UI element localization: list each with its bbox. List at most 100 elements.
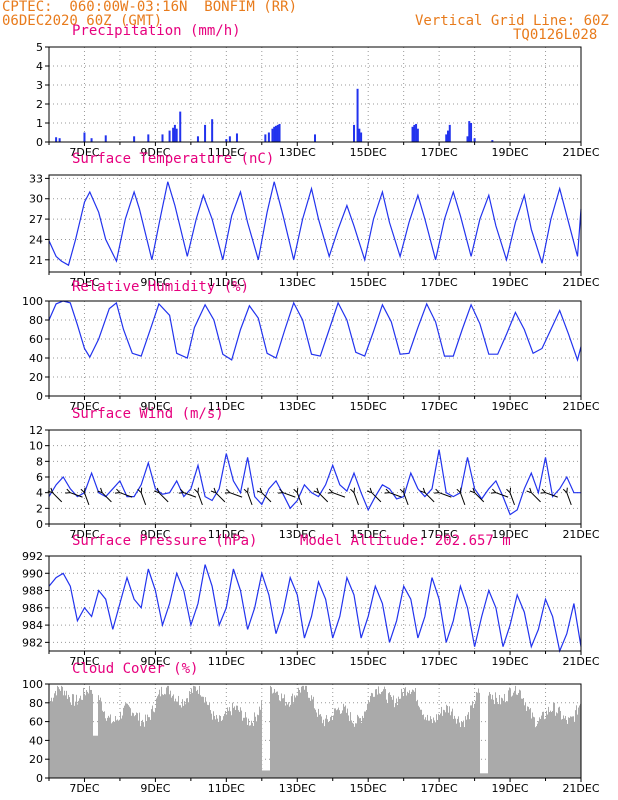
cloud-bar	[335, 708, 336, 778]
cloud-bar	[413, 690, 414, 778]
cloud-bar	[400, 698, 401, 778]
cloud-bar	[343, 703, 344, 778]
cloud-bar	[69, 697, 70, 778]
cloud-bar	[90, 689, 91, 778]
header-model-code: TQ0126L028	[513, 27, 598, 43]
cloud-bar	[288, 702, 289, 778]
cloud-bar	[350, 712, 351, 778]
cloud-bar	[197, 689, 198, 778]
cloud-bar	[118, 720, 119, 778]
cloud-bar	[108, 715, 109, 778]
y-tick-label: 6	[36, 471, 43, 484]
precip-bar	[273, 126, 276, 142]
x-tick-label: 13DEC	[279, 528, 316, 541]
cloud-bar	[542, 711, 543, 778]
cloud-bar	[576, 705, 577, 778]
cloud-bar	[573, 716, 574, 778]
cloud-bar	[514, 690, 515, 778]
cloud-bar	[503, 700, 504, 778]
cloud-bar	[439, 715, 440, 778]
cloud-bar	[146, 721, 147, 778]
cloud-bar	[170, 690, 171, 778]
cloud-bar	[458, 716, 459, 778]
cloud-bar	[284, 694, 285, 778]
cloud-bar	[240, 707, 241, 778]
panel-frame	[48, 174, 582, 273]
cloud-bar	[103, 711, 104, 778]
y-tick-label: 20	[29, 371, 43, 384]
cloud-bar	[198, 693, 199, 778]
cloud-bar	[476, 692, 477, 778]
y-tick-label: 60	[29, 333, 43, 346]
cloud-bar	[511, 696, 512, 778]
cloud-bar	[152, 705, 153, 778]
cloud-bar	[526, 710, 527, 778]
cloud-bar	[136, 712, 137, 778]
precip-bar	[468, 121, 471, 142]
cloud-bar	[235, 709, 236, 778]
cloud-bar	[338, 707, 339, 778]
cloud-bar	[165, 694, 166, 778]
cloud-bar	[545, 718, 546, 778]
cloud-bar	[393, 695, 394, 778]
cloud-bar	[224, 713, 225, 778]
cloud-bar	[258, 715, 259, 778]
cloud-bar	[154, 712, 155, 778]
cloud-bar	[379, 693, 380, 778]
cloud-bar	[140, 726, 141, 778]
cloud-bar	[461, 721, 462, 778]
cloud-bar	[268, 770, 269, 778]
cloud-bar	[264, 770, 265, 778]
cloud-bar	[139, 712, 140, 778]
x-tick-label: 13DEC	[279, 400, 316, 413]
cloud-bar	[532, 712, 533, 778]
y-tick-label: 4	[36, 487, 43, 500]
cloud-bar	[245, 712, 246, 778]
cloud-bar	[448, 712, 449, 778]
cloud-bar	[488, 695, 489, 778]
cloud-bar	[320, 714, 321, 778]
cloud-bar	[504, 693, 505, 778]
cloud-bar	[331, 715, 332, 778]
cloud-bar	[120, 711, 121, 778]
precip-bar	[470, 123, 473, 142]
x-tick-label: 9DEC	[140, 400, 170, 413]
cloud-bar	[307, 691, 308, 778]
cloud-bar	[446, 704, 447, 778]
cloud-bar	[363, 717, 364, 778]
cloud-bar	[283, 698, 284, 778]
cloud-bar	[509, 687, 510, 778]
cloud-bar	[214, 715, 215, 778]
x-tick-label: 19DEC	[492, 655, 529, 668]
cloud-bar	[100, 697, 101, 778]
cloud-bar	[523, 698, 524, 778]
wind-arrow	[293, 487, 303, 506]
cloud-bar	[265, 770, 266, 778]
y-tick-label: 80	[29, 697, 43, 710]
cloud-bar	[206, 701, 207, 778]
cloud-bar	[218, 721, 219, 778]
cloud-bar	[451, 711, 452, 778]
cloud-bar	[78, 700, 79, 778]
cloud-bar	[490, 694, 491, 778]
panel-precipitation: 0 1 2 3 4 5 7DEC 9DEC 11DEC 13DEC 15DEC 17DEC 19DEC 2…	[36, 23, 600, 159]
cloud-bar	[392, 699, 393, 778]
wind-arrow	[137, 487, 147, 506]
x-tick-label: 7DEC	[69, 146, 99, 159]
y-tick-label: 992	[22, 550, 43, 563]
x-tick-label: 9DEC	[140, 146, 170, 159]
cloud-bar	[499, 694, 500, 778]
cloud-bar	[87, 691, 88, 778]
cloud-bar	[211, 713, 212, 778]
cloud-bar	[156, 698, 157, 778]
cloud-bar	[473, 707, 474, 778]
x-tick-label: 21DEC	[562, 146, 599, 159]
cloud-bar	[114, 721, 115, 778]
cloud-bar	[515, 685, 516, 778]
cloud-bar	[565, 715, 566, 778]
x-tick-label: 15DEC	[350, 146, 387, 159]
cloud-bar	[544, 719, 545, 778]
x-tick-label: 9DEC	[140, 528, 170, 541]
cloud-bar	[254, 712, 255, 778]
cloud-bar	[513, 692, 514, 778]
